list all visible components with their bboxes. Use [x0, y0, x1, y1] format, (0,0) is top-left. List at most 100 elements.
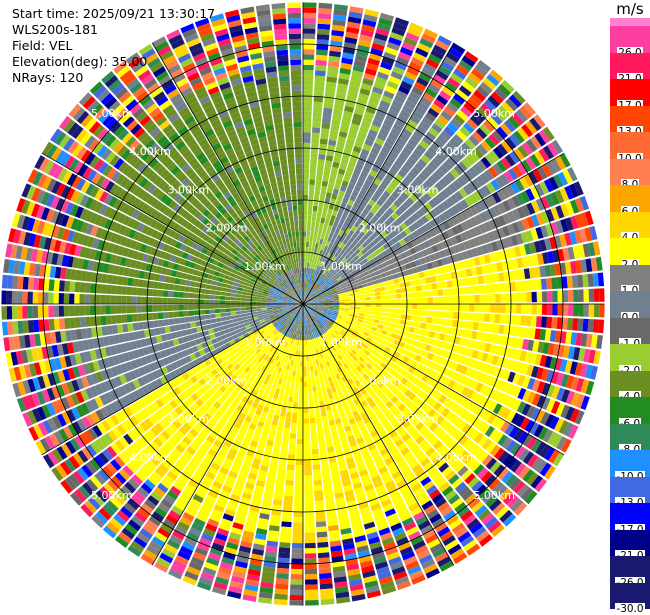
velocity-gate — [395, 284, 401, 289]
velocity-gate — [294, 496, 303, 501]
velocity-gate — [583, 289, 589, 302]
velocity-gate — [359, 291, 365, 295]
velocity-gate — [474, 295, 479, 303]
velocity-gate — [304, 429, 310, 434]
velocity-gate — [303, 2, 317, 8]
velocity-gate — [313, 112, 322, 118]
velocity-gate — [314, 227, 318, 233]
velocity-gate — [294, 392, 299, 398]
velocity-gate — [552, 291, 558, 303]
velocity-gate — [307, 376, 311, 382]
velocity-gate — [291, 574, 303, 580]
velocity-gate — [280, 411, 286, 417]
velocity-gate — [295, 355, 298, 361]
velocity-gate — [305, 527, 315, 533]
velocity-gate — [304, 444, 311, 449]
velocity-gate — [320, 139, 328, 145]
velocity-gate — [313, 107, 322, 113]
velocity-gate — [370, 293, 376, 297]
velocity-gate — [438, 297, 443, 303]
velocity-gate — [397, 304, 402, 308]
velocity-gate — [370, 311, 376, 315]
velocity-gate — [515, 281, 521, 291]
velocity-gate — [303, 346, 305, 351]
velocity-gate — [365, 293, 371, 297]
velocity-gate — [495, 304, 500, 313]
velocity-gate — [300, 377, 304, 382]
velocity-gate — [283, 396, 288, 402]
velocity-gate — [323, 224, 328, 230]
velocity-gate — [311, 221, 315, 227]
velocity-gate — [278, 552, 290, 558]
velocity-gate — [319, 448, 326, 454]
velocity-gate — [288, 402, 293, 408]
velocity-gate — [303, 49, 315, 55]
velocity-gate — [320, 218, 325, 224]
velocity-gate — [321, 599, 335, 605]
velocity-gate — [318, 228, 323, 234]
velocity-gate — [303, 221, 307, 226]
velocity-gate — [312, 242, 316, 248]
velocity-gate — [474, 304, 479, 312]
velocity-gate — [319, 573, 332, 579]
velocity-gate — [420, 323, 426, 329]
velocity-gate — [354, 309, 360, 312]
velocity-gate — [304, 366, 307, 371]
velocity-gate — [284, 490, 293, 496]
velocity-gate — [281, 385, 286, 391]
velocity-gate — [291, 381, 295, 387]
velocity-gate — [495, 314, 501, 323]
velocity-gate — [315, 495, 324, 501]
velocity-gate — [313, 201, 318, 207]
velocity-gate — [312, 127, 320, 133]
velocity-gate — [303, 200, 308, 205]
velocity-gate — [454, 304, 459, 311]
velocity-gate — [363, 317, 369, 321]
velocity-gate — [443, 296, 448, 303]
velocity-gate — [479, 285, 485, 294]
velocity-gate — [299, 382, 303, 387]
velocity-gate — [312, 133, 320, 139]
velocity-gate — [286, 412, 292, 418]
velocity-gate — [316, 50, 328, 56]
velocity-gate — [568, 304, 574, 316]
velocity-gate — [316, 422, 322, 428]
velocity-gate — [307, 226, 311, 231]
velocity-gate — [371, 304, 376, 307]
velocity-gate — [319, 568, 332, 574]
velocity-gate — [415, 322, 421, 328]
velocity-gate — [310, 423, 316, 429]
velocity-gate — [383, 281, 389, 286]
velocity-gate — [393, 278, 399, 284]
velocity-gate — [320, 133, 328, 139]
velocity-gate — [521, 292, 527, 302]
velocity-gate — [589, 304, 595, 317]
velocity-gate — [447, 319, 453, 326]
velocity-gate — [277, 426, 284, 432]
velocity-gate — [317, 427, 323, 433]
velocity-gate — [307, 340, 309, 345]
velocity-gate — [381, 295, 387, 299]
velocity-gate — [384, 321, 390, 326]
velocity-gate — [308, 205, 313, 211]
velocity-gate — [303, 216, 307, 221]
velocity-gate — [305, 533, 316, 539]
velocity-gate — [277, 568, 289, 574]
velocity-gate — [318, 547, 330, 553]
velocity-gate — [305, 595, 318, 601]
velocity-gate — [321, 411, 327, 417]
velocity-gate — [552, 304, 558, 316]
velocity-gate — [427, 311, 433, 317]
velocity-gate — [320, 594, 334, 600]
velocity-gate — [317, 385, 322, 391]
velocity-gate — [467, 277, 473, 285]
velocity-gate — [304, 449, 311, 454]
velocity-gate — [437, 318, 443, 325]
velocity-gate — [298, 403, 303, 408]
velocity-gate — [289, 439, 296, 445]
velocity-gate — [369, 289, 375, 293]
velocity-gate — [303, 91, 313, 96]
velocity-gate — [469, 313, 475, 321]
velocity-gate — [364, 290, 370, 294]
velocity-gate — [425, 277, 431, 284]
